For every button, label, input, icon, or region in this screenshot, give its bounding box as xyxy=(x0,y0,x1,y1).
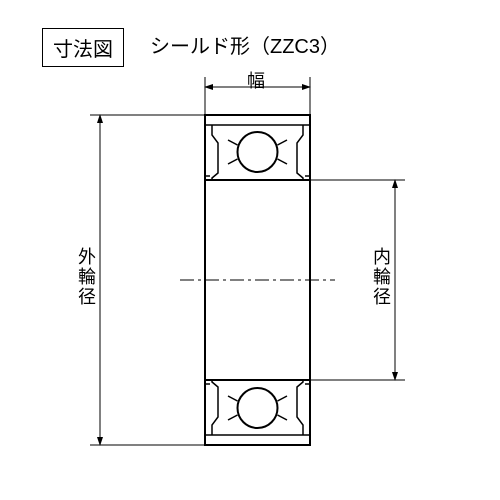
outer-diameter-label: 外輪径 xyxy=(73,247,99,307)
bearing-diagram xyxy=(40,65,460,485)
title-box: 寸法図 xyxy=(42,28,124,67)
width-label: 幅 xyxy=(247,67,265,93)
subtitle: シールド形（ZZC3） xyxy=(150,30,340,59)
title-text: 寸法図 xyxy=(53,39,113,61)
inner-diameter-label: 内輪径 xyxy=(368,247,394,307)
subtitle-text: シールド形（ZZC3） xyxy=(150,36,340,58)
